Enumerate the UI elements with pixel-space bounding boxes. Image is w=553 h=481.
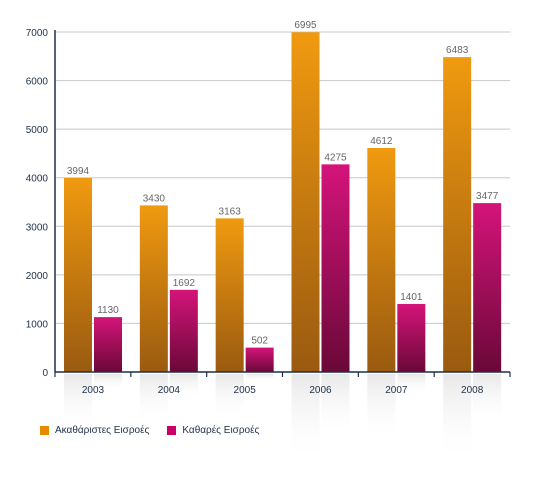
axes <box>54 30 511 377</box>
data-label: 1130 <box>97 305 119 316</box>
y-tick-label: 3000 <box>26 222 49 233</box>
grid-lines <box>55 31 510 324</box>
bar-reflection <box>367 374 396 442</box>
legend-item-gross: Ακαθάριστες Εισροές <box>40 425 149 436</box>
x-axis-tick-labels: 2003 2004 2005 2006 2007 2008 <box>82 385 484 396</box>
x-tick-label: 2004 <box>158 385 181 396</box>
y-tick-label: 4000 <box>26 174 49 185</box>
legend-swatch-net <box>167 426 177 435</box>
data-label: 4612 <box>370 136 393 147</box>
bar-reflection <box>397 374 426 395</box>
bar-reflection <box>291 374 320 464</box>
data-label: 3430 <box>143 193 166 204</box>
data-label: 1401 <box>400 292 423 303</box>
y-tick-label: 6000 <box>26 77 49 88</box>
legend-label-gross: Ακαθάριστες Εισροές <box>55 425 150 436</box>
data-label: 3994 <box>67 166 90 177</box>
bar-reflection <box>443 374 472 464</box>
y-axis-tick-labels: 0 1000 2000 3000 4000 5000 6000 7000 <box>26 28 49 379</box>
bar-2008-net <box>473 203 502 372</box>
data-labels: 3994 1130 3430 1692 3163 502 6995 4275 4612 1401 6… <box>67 20 499 346</box>
x-tick-label: 2003 <box>82 385 105 396</box>
bar-2004-net <box>169 289 198 372</box>
y-tick-label: 1000 <box>26 319 49 330</box>
bar-reflection <box>215 374 244 421</box>
data-label: 6483 <box>446 45 469 56</box>
bar-2006-net <box>321 164 350 372</box>
bar-2006-gross <box>291 32 320 372</box>
bar-2003-net <box>94 317 122 372</box>
bar-2007-gross <box>367 147 396 372</box>
bar-reflection <box>94 374 122 391</box>
y-tick-label: 0 <box>42 368 48 379</box>
bar-2005-net <box>245 347 274 372</box>
bar-reflection <box>321 374 350 437</box>
bar-reflection <box>473 374 502 425</box>
x-tick-label: 2007 <box>385 385 408 396</box>
data-label: 3163 <box>219 206 242 217</box>
bar-2005-gross <box>215 218 244 372</box>
data-label: 1692 <box>173 278 196 289</box>
bar-reflection <box>245 374 274 382</box>
legend-label-net: Καθαρές Εισροές <box>182 425 260 436</box>
x-tick-label: 2006 <box>309 385 332 396</box>
data-label: 4275 <box>324 152 347 163</box>
bar-reflection <box>139 374 168 424</box>
bar-2004-gross <box>139 205 168 372</box>
bar-reflection <box>64 374 92 433</box>
legend-item-net: Καθαρές Εισροές <box>167 425 259 436</box>
x-tick-label: 2005 <box>234 385 257 396</box>
y-tick-label: 5000 <box>26 125 49 136</box>
legend-swatch-gross <box>40 426 49 435</box>
bar-reflections <box>64 374 502 464</box>
y-tick-label: 2000 <box>26 271 49 282</box>
y-tick-label: 7000 <box>26 28 49 39</box>
data-label: 502 <box>251 336 268 347</box>
bar-2007-net <box>397 303 426 372</box>
bars <box>64 32 502 373</box>
bar-2008-gross <box>443 57 472 373</box>
bar-reflection <box>169 374 198 399</box>
bar-2003-gross <box>64 178 92 372</box>
data-label: 6995 <box>294 20 317 31</box>
legend: Ακαθάριστες Εισροές Καθαρές Εισροές <box>40 425 259 436</box>
data-label: 3477 <box>476 191 499 202</box>
x-tick-label: 2008 <box>461 385 484 396</box>
